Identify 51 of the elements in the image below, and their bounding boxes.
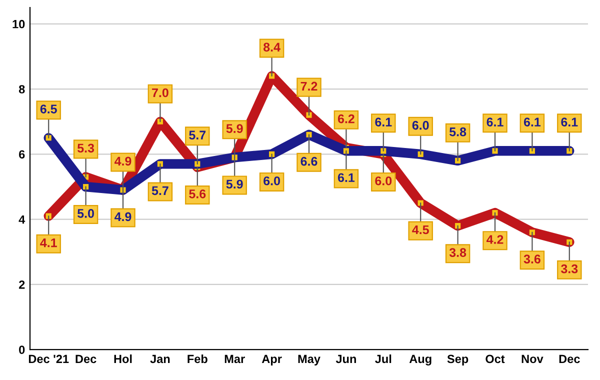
data-label: 6.2: [338, 114, 354, 124]
x-tick-label: Nov: [522, 354, 544, 364]
x-tick-label: Jul: [375, 354, 392, 364]
data-label: 4.2: [486, 235, 504, 244]
x-tick-label: Aug: [409, 354, 432, 366]
x-tick-label: Oct: [486, 354, 505, 364]
data-label: 4.9: [114, 212, 132, 222]
y-tick-label: 2: [18, 280, 25, 289]
data-label: 5.6: [189, 189, 206, 198]
data-label: 8.4: [264, 42, 280, 52]
y-tick-label: 8: [18, 85, 25, 94]
data-label: 5.7: [189, 130, 206, 140]
data-label: 6.0: [264, 176, 280, 186]
data-label: 3.6: [524, 254, 540, 264]
data-label: 6.1: [524, 118, 541, 126]
data-label: 7.0: [152, 88, 168, 98]
x-tick-label: Sep: [447, 354, 468, 366]
data-label: 6.1: [338, 173, 355, 182]
data-label: 4.1: [40, 238, 57, 248]
data-label: 6.5: [40, 104, 57, 114]
data-label: 6.1: [486, 118, 504, 126]
data-label: 6.1: [561, 118, 578, 126]
y-tick-label: 0: [19, 346, 25, 354]
data-label: 6.0: [412, 120, 429, 130]
data-label: 5.9: [226, 124, 243, 134]
x-tick-label: Dec '21: [28, 354, 69, 364]
data-label: 7.2: [300, 82, 318, 91]
data-label: 6.6: [300, 156, 318, 166]
x-tick-label: Feb: [188, 354, 208, 364]
data-label: 5.9: [226, 180, 243, 189]
x-tick-label: Hol: [114, 354, 132, 364]
x-tick-label: Jan: [150, 354, 170, 364]
data-label: 3.3: [561, 264, 578, 274]
data-label: 5.7: [152, 186, 168, 196]
y-tick-label: 4: [18, 215, 26, 224]
data-label: 3.8: [449, 248, 466, 257]
y-tick-label: 6: [19, 150, 25, 159]
data-label: 4.5: [412, 225, 429, 234]
y-tick-label: 10: [12, 20, 25, 28]
data-label: 5.3: [77, 144, 94, 153]
x-tick-label: Apr: [262, 354, 282, 366]
x-tick-label: May: [298, 354, 320, 366]
x-tick-label: Mar: [224, 354, 245, 364]
x-tick-label: Jun: [336, 354, 356, 364]
x-tick-label: Dec: [76, 354, 96, 364]
data-label: 5.0: [77, 209, 94, 218]
x-tick-label: Dec: [559, 354, 580, 364]
data-label: 6.1: [375, 118, 392, 126]
data-label: 4.9: [114, 156, 132, 166]
data-label: 5.8: [449, 127, 466, 136]
data-label: 6.0: [375, 176, 392, 186]
